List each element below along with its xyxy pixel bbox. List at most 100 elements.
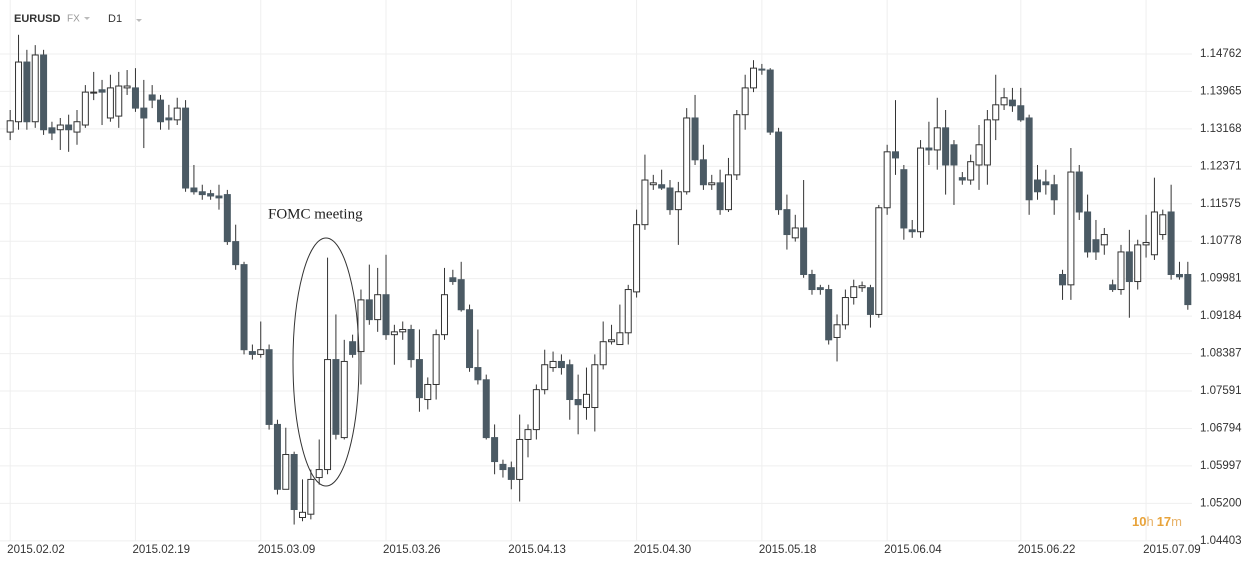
candle-body <box>917 147 925 233</box>
candle-body <box>90 91 98 94</box>
candle-body <box>48 127 56 134</box>
candle-body <box>532 389 540 431</box>
candle-body <box>783 209 791 236</box>
candle-body <box>1150 211 1158 256</box>
candle-body <box>925 147 933 151</box>
candle-body <box>23 61 31 123</box>
candle-body <box>574 399 582 406</box>
candle-body <box>833 324 841 338</box>
y-tick-label: 1.10778 <box>1200 235 1242 247</box>
candle-body <box>457 279 465 311</box>
candle-body <box>415 359 423 399</box>
candle-body <box>65 124 73 131</box>
candle-body <box>240 264 248 351</box>
candle-body <box>858 285 866 289</box>
candle-body <box>81 91 89 126</box>
candle-body <box>1042 181 1050 186</box>
candle-body <box>825 289 833 341</box>
candle-body <box>866 287 874 315</box>
candle-body <box>148 94 156 101</box>
x-tick-label: 2015.02.02 <box>7 544 65 556</box>
candle-body <box>683 117 691 193</box>
candle-body <box>399 328 407 333</box>
y-tick-label: 1.12371 <box>1200 160 1242 172</box>
candle-body <box>908 229 916 233</box>
y-tick-label: 1.07591 <box>1200 385 1242 397</box>
candle-body <box>1033 179 1041 193</box>
y-tick-label: 1.05200 <box>1200 497 1242 509</box>
countdown-unit: m <box>1171 514 1182 529</box>
candle-body <box>1159 214 1167 236</box>
candle-body <box>140 107 148 119</box>
candle-body <box>315 469 323 479</box>
candle-body <box>1008 99 1016 107</box>
candle-body <box>1175 273 1183 278</box>
candle-body <box>516 438 524 480</box>
candle-body <box>190 187 198 193</box>
candle-body <box>674 191 682 211</box>
candle-body <box>507 467 515 480</box>
candle-body <box>591 364 599 409</box>
candle-body <box>1000 97 1008 106</box>
annotation: FOMC meeting <box>268 206 363 222</box>
candle-body <box>666 187 674 211</box>
timeframe[interactable]: D1 <box>108 13 122 25</box>
candle-body <box>123 85 131 89</box>
candle-body <box>40 54 48 131</box>
candle-body <box>841 297 849 326</box>
candle-body <box>324 359 332 471</box>
candle-body <box>1050 184 1058 201</box>
candle-body <box>257 349 265 355</box>
candle-body <box>1109 284 1117 291</box>
candle-body <box>716 182 724 211</box>
candle-body <box>549 360 557 369</box>
countdown-minutes: 17 <box>1157 514 1171 529</box>
y-tick-label: 1.13965 <box>1200 85 1242 97</box>
candle-body <box>541 364 549 391</box>
candle-body <box>165 117 173 121</box>
market-caret[interactable] <box>84 17 90 20</box>
candle-body <box>299 511 306 518</box>
candles <box>6 34 1192 525</box>
candle-body <box>724 174 732 211</box>
symbol[interactable]: EURUSD <box>14 13 61 25</box>
x-tick-label: 2015.04.30 <box>634 544 692 556</box>
y-tick-label: 1.13168 <box>1200 123 1242 135</box>
candle-body <box>758 68 766 71</box>
y-tick-label: 1.08387 <box>1200 348 1242 360</box>
timeframe-caret[interactable] <box>136 19 142 22</box>
candle-body <box>875 207 883 315</box>
candle-body <box>892 151 899 159</box>
candle-body <box>566 364 574 401</box>
candle-body <box>440 294 448 336</box>
candle-body <box>967 161 975 181</box>
candle-body <box>641 179 649 226</box>
x-tick-label: 2015.03.26 <box>383 544 441 556</box>
candle-body <box>340 360 348 439</box>
candle-body <box>582 393 590 409</box>
candle-body <box>1142 242 1150 246</box>
candle-body <box>808 273 816 291</box>
candle-body <box>933 127 941 151</box>
candle-body <box>816 287 824 291</box>
candle-body <box>73 121 81 133</box>
candle-body <box>232 241 240 266</box>
candle-body <box>1017 105 1025 121</box>
candle-body <box>115 85 123 117</box>
candle-body <box>883 151 891 209</box>
candle-body <box>131 87 139 109</box>
candle-body <box>223 194 231 243</box>
candle-body <box>1059 273 1067 286</box>
candle-body <box>15 61 23 123</box>
candle-body <box>332 359 340 435</box>
candle-body <box>273 423 281 490</box>
candle-body <box>424 383 432 401</box>
candle-body <box>557 360 565 369</box>
x-tick-label: 2015.07.09 <box>1143 544 1201 556</box>
candle-body <box>466 309 474 369</box>
countdown: 10h 17m <box>1132 514 1182 529</box>
y-tick-label: 1.05997 <box>1200 460 1242 472</box>
x-tick-label: 2015.05.18 <box>759 544 817 556</box>
candle-body <box>800 227 808 275</box>
x-tick-label: 2015.06.04 <box>884 544 942 556</box>
